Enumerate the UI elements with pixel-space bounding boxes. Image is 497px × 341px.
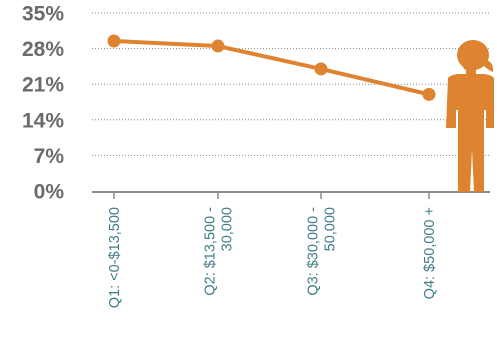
x-tick-label: Q1: <0-$13,500 <box>107 207 123 308</box>
y-axis-labels: 35% 28% 21% 14% 7% 0% <box>22 3 64 204</box>
data-point <box>107 34 121 48</box>
x-tick-label: Q3: $30,000 -50,000 <box>306 207 339 296</box>
gridlines <box>92 12 490 156</box>
y-tick-label: 35% <box>22 3 64 26</box>
x-axis-ticks <box>113 192 430 199</box>
x-tick-label-line: Q3: $30,000 - <box>306 207 322 296</box>
x-tick-label: Q4: $50,000 + <box>422 207 438 299</box>
x-tick-label-line: Q2: $13,500 - <box>203 207 219 296</box>
y-tick-label: 28% <box>22 38 64 61</box>
data-point <box>422 87 436 101</box>
x-tick-label: Q2: $13,500 -30,000 <box>203 207 236 296</box>
series-line <box>113 38 430 97</box>
data-points <box>107 34 436 101</box>
y-tick-label: 21% <box>22 74 64 97</box>
y-tick-label: 0% <box>34 181 65 204</box>
data-point <box>314 62 328 76</box>
woman-figure-icon <box>446 40 494 192</box>
x-tick-label-line: 50,000 <box>323 207 339 251</box>
x-tick-label-line: 30,000 <box>220 207 236 251</box>
y-tick-label: 7% <box>34 145 65 168</box>
y-tick-label: 14% <box>22 109 64 132</box>
data-point <box>211 39 225 53</box>
x-tick-label-line: Q4: $50,000 + <box>422 207 438 299</box>
x-tick-label-line: Q1: <0-$13,500 <box>107 207 123 308</box>
x-axis-labels: Q1: <0-$13,500 Q2: $13,500 -30,000 Q3: $30… <box>107 207 438 308</box>
